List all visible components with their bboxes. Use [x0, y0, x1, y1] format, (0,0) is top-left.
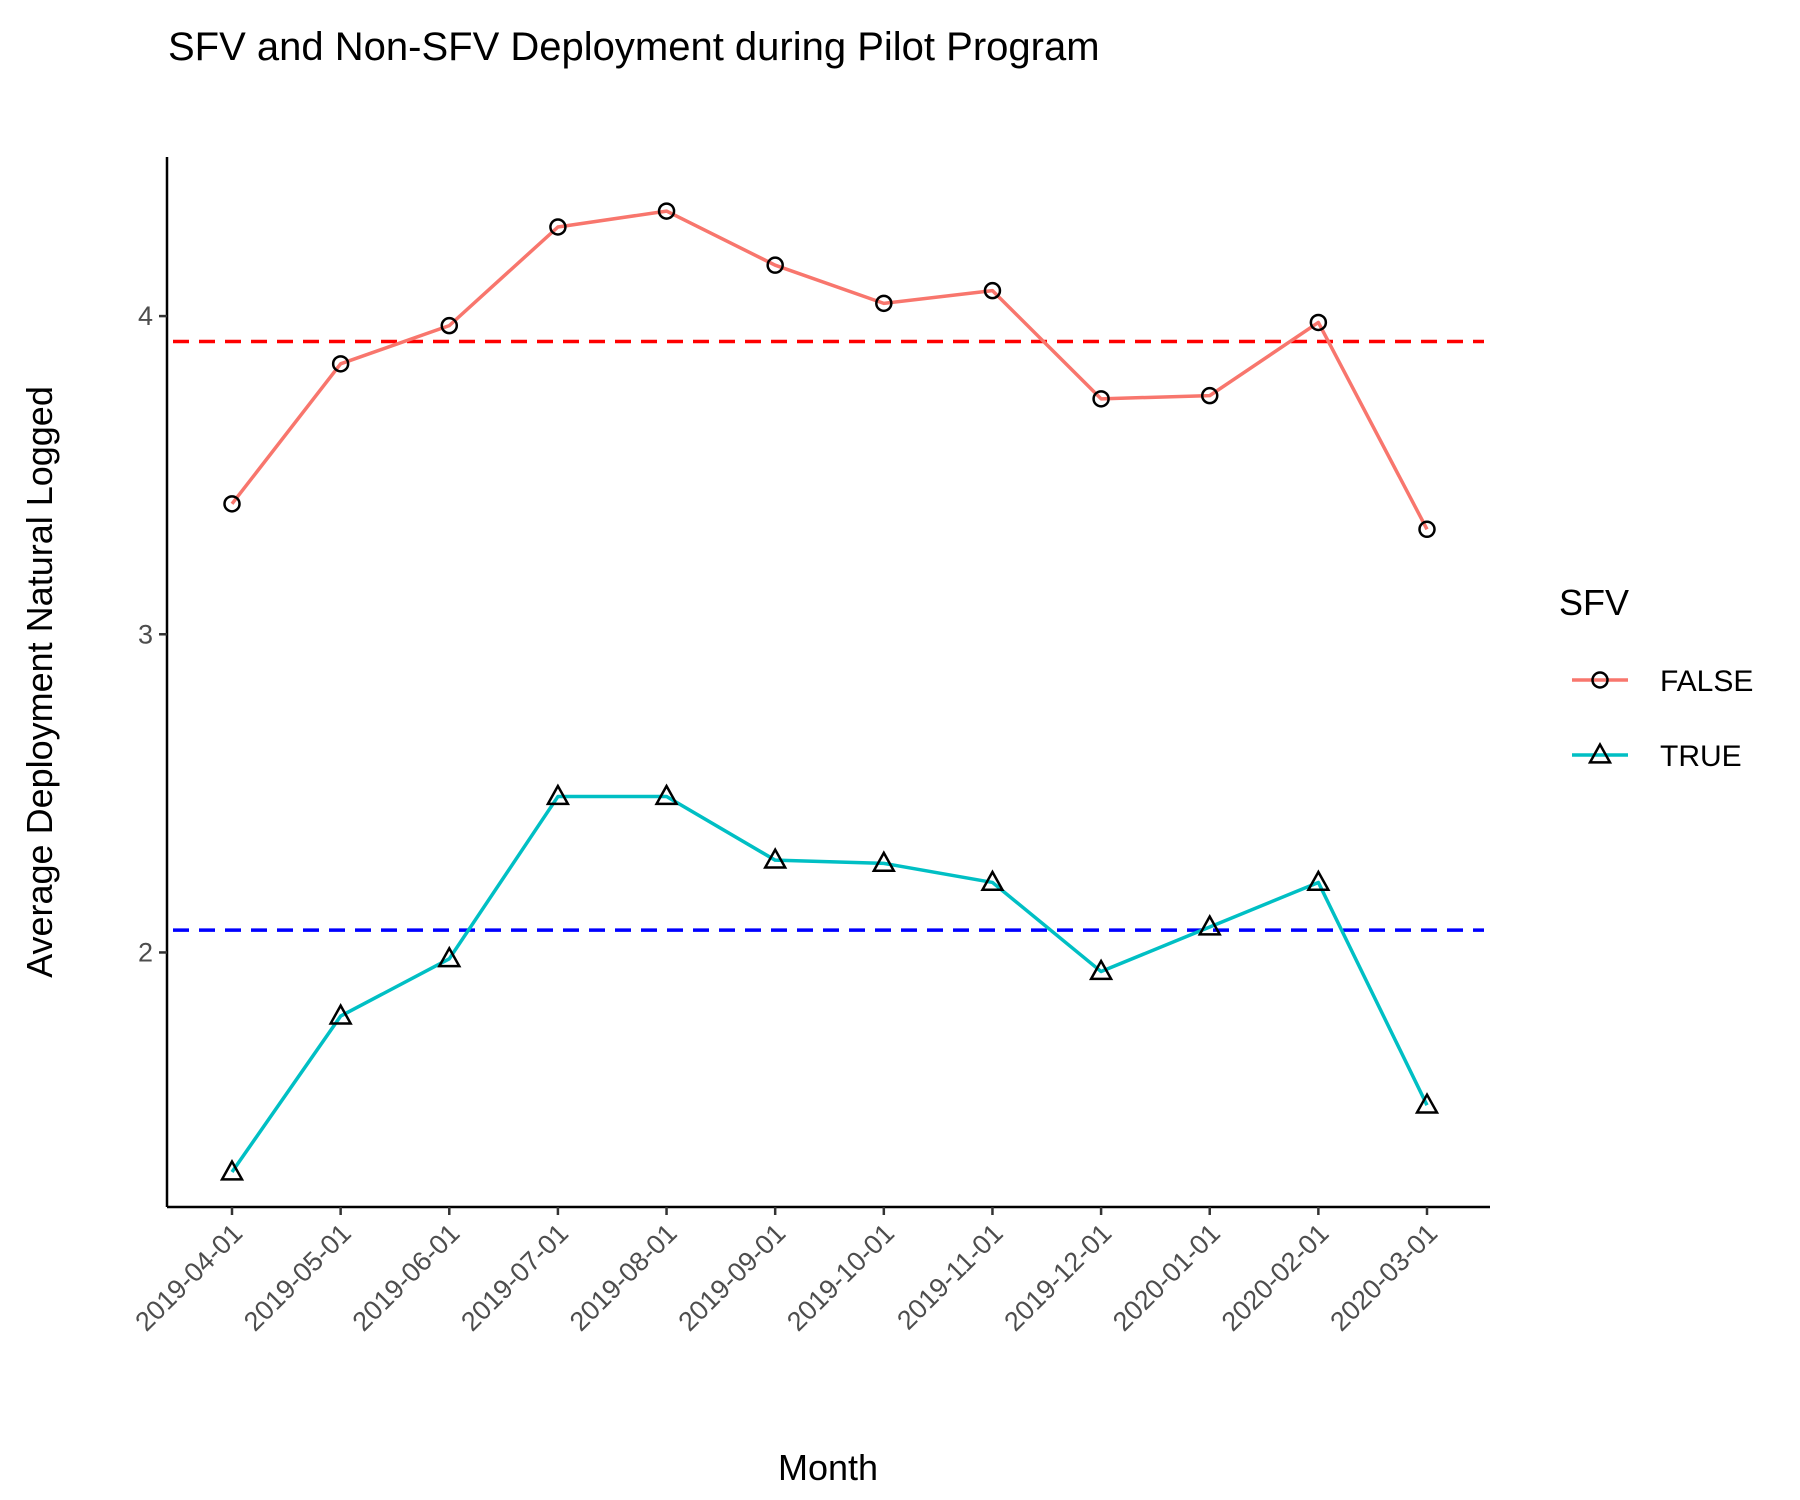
data-point-false-9: [1200, 386, 1219, 405]
legend-label-false: FALSE: [1660, 665, 1753, 698]
y-tick-label: 4: [138, 301, 153, 331]
data-point-false-3: [549, 218, 567, 236]
x-tick-label: 2020-02-01: [1216, 1218, 1335, 1337]
legend: SFV FALSE TRUE: [1559, 582, 1753, 773]
x-tick-label: 2019-11-01: [891, 1218, 1008, 1335]
data-point-false-1: [331, 355, 350, 373]
data-point-false-8: [1092, 390, 1110, 408]
x-tick-label: 2020-03-01: [1324, 1218, 1443, 1337]
data-point-false-5: [766, 256, 784, 274]
series-line-true: [230, 794, 1429, 1174]
x-tick-label: 2019-06-01: [347, 1218, 466, 1337]
y-tick-label: 3: [138, 619, 153, 649]
series-line-false: [230, 209, 1429, 531]
data-point-true-11: [1414, 1092, 1440, 1114]
data-point-false-2: [440, 316, 459, 335]
data-point-false-4: [657, 202, 676, 220]
y-tick-label: 2: [138, 937, 153, 967]
data-point-false-6: [875, 294, 893, 313]
data-point-false-0: [223, 495, 241, 513]
data-point-false-10: [1309, 313, 1328, 332]
x-tick-label: 2020-01-01: [1107, 1218, 1226, 1337]
data-point-true-9: [1197, 913, 1222, 936]
data-point-true-4: [654, 783, 679, 806]
legend-label-true: TRUE: [1660, 740, 1742, 773]
data-point-false-7: [983, 281, 1002, 300]
data-point-true-1: [328, 1003, 353, 1025]
plot-area: [173, 202, 1484, 1181]
data-point-true-3: [545, 783, 571, 806]
x-tick-label: 2019-04-01: [129, 1218, 248, 1337]
data-point-true-7: [980, 869, 1005, 892]
data-point-true-2: [437, 945, 462, 968]
data-point-true-10: [1306, 869, 1331, 892]
legend-circle-icon: [1591, 671, 1609, 689]
x-tick-label: 2019-10-01: [781, 1218, 900, 1337]
chart-title: SFV and Non-SFV Deployment during Pilot …: [168, 25, 1100, 69]
x-tick-label: 2019-05-01: [238, 1218, 357, 1337]
x-axis-title: Month: [778, 1447, 878, 1488]
legend-title: SFV: [1559, 582, 1629, 623]
data-point-true-0: [219, 1158, 245, 1181]
data-point-true-8: [1088, 958, 1114, 981]
x-tick-label: 2019-07-01: [455, 1218, 574, 1337]
data-point-false-11: [1418, 520, 1436, 539]
y-axis-title: Average Deployment Natural Logged: [19, 386, 60, 978]
x-tick-label: 2019-09-01: [673, 1218, 792, 1337]
data-point-true-6: [871, 850, 896, 872]
y-axis: 2 3 4: [138, 301, 167, 967]
legend-triangle-icon: [1587, 741, 1613, 764]
x-tick-label: 2019-12-01: [998, 1218, 1117, 1337]
x-tick-label: 2019-08-01: [564, 1218, 683, 1337]
x-axis: 2019-04-012019-05-012019-06-012019-07-01…: [129, 1207, 1443, 1337]
data-point-true-5: [763, 847, 788, 869]
